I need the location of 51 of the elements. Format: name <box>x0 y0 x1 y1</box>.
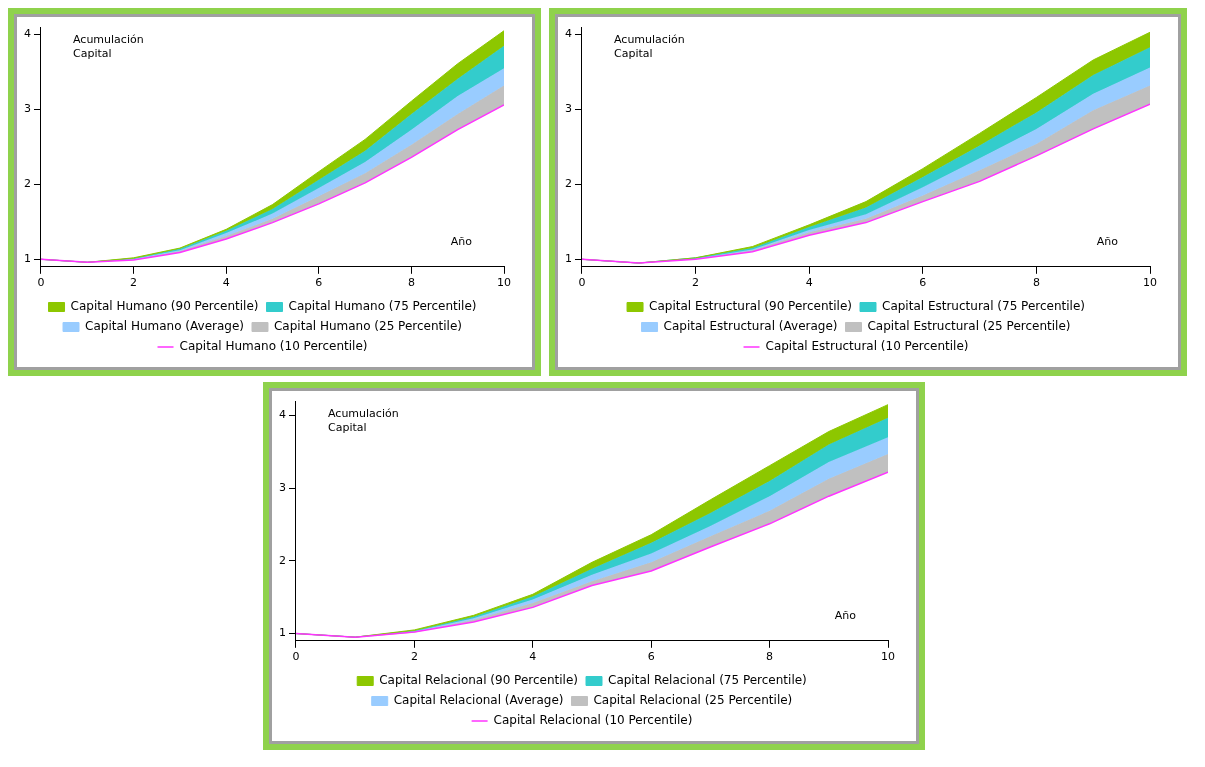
legend-label: Capital Estructural (10 Percentile) <box>765 339 969 354</box>
y-tick-label: 4 <box>565 27 572 41</box>
x-tick-label: 2 <box>130 276 138 290</box>
x-tick-label: 2 <box>692 276 700 290</box>
legend-label: Capital Estructural (90 Percentile) <box>649 299 853 314</box>
x-tick-label: 10 <box>497 276 511 290</box>
y-axis-title: Acumulación Capital <box>73 33 144 61</box>
legend-label: Capital Relacional (10 Percentile) <box>493 713 693 728</box>
legend-label: Capital Humano (75 Percentile) <box>288 299 477 314</box>
x-axis-title: Año <box>834 609 857 623</box>
x-tick-label: 4 <box>529 650 537 664</box>
y-tick-label: 4 <box>279 408 286 422</box>
x-tick-label: 10 <box>1143 276 1157 290</box>
x-tick-label: 10 <box>881 650 895 664</box>
legend-label: Capital Relacional (75 Percentile) <box>608 673 807 688</box>
x-tick-label: 8 <box>1032 276 1040 290</box>
legend-label: Capital Estructural (25 Percentile) <box>867 319 1071 334</box>
legend-label: Capital Relacional (Average) <box>393 693 564 708</box>
legend-label: Capital Relacional (90 Percentile) <box>379 673 579 688</box>
x-tick-label: 6 <box>315 276 323 290</box>
legend-label: Capital Humano (10 Percentile) <box>179 339 368 354</box>
y-tick-label: 1 <box>24 252 31 266</box>
x-tick-label: 8 <box>407 276 415 290</box>
x-tick-label: 2 <box>410 650 418 664</box>
y-tick-label: 1 <box>279 626 286 640</box>
y-axis-title: Acumulación Capital <box>614 33 685 61</box>
y-tick-label: 3 <box>565 102 572 116</box>
y-axis-title: Acumulación Capital <box>328 407 399 435</box>
x-tick-label: 0 <box>37 276 45 290</box>
x-tick-label: 0 <box>578 276 586 290</box>
y-tick-label: 4 <box>24 27 31 41</box>
legend-label: Capital Relacional (25 Percentile) <box>593 693 793 708</box>
x-tick-label: 4 <box>222 276 230 290</box>
legend-label: Capital Estructural (75 Percentile) <box>882 299 1085 314</box>
x-axis-title: Año <box>450 235 473 249</box>
x-tick-label: 8 <box>766 650 774 664</box>
y-tick-label: 2 <box>279 553 286 567</box>
y-tick-label: 2 <box>24 177 31 191</box>
legend-label: Capital Estructural (Average) <box>663 319 838 334</box>
x-tick-label: 6 <box>647 650 655 664</box>
y-tick-label: 2 <box>565 177 572 191</box>
x-tick-label: 0 <box>292 650 300 664</box>
y-tick-label: 3 <box>24 102 31 116</box>
legend-label: Capital Humano (Average) <box>85 319 244 334</box>
y-tick-label: 1 <box>565 252 572 266</box>
legend-label: Capital Humano (25 Percentile) <box>274 319 462 334</box>
x-axis-title: Año <box>1096 235 1119 249</box>
x-tick-label: 4 <box>805 276 813 290</box>
legend-label: Capital Humano (90 Percentile) <box>70 299 259 314</box>
x-tick-label: 6 <box>919 276 927 290</box>
y-tick-label: 3 <box>279 481 286 495</box>
